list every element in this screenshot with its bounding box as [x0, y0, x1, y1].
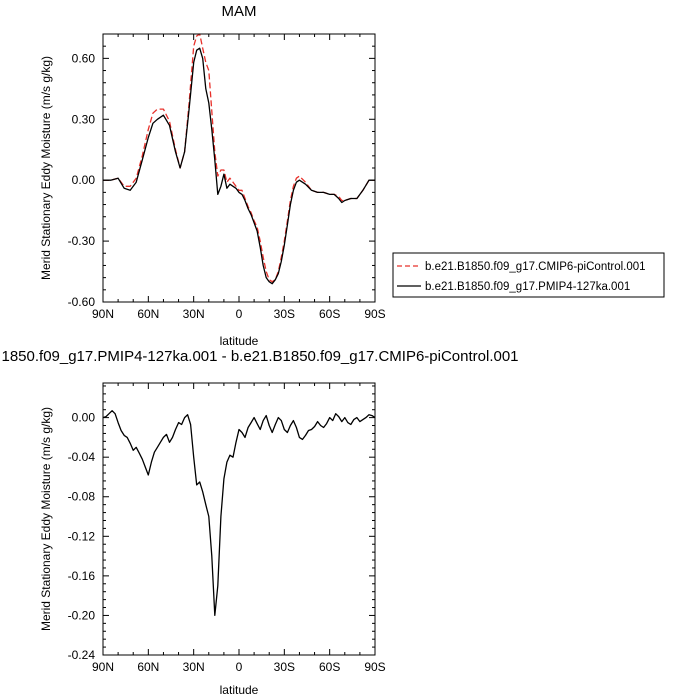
bottom-x-tick-label: 90S [364, 660, 385, 674]
top-y-tick-label: 0.30 [72, 112, 96, 126]
bottom-x-tick-label: 30S [274, 660, 295, 674]
bottom-axes: 90N 60N 30N 0 30S 60S 90S 0.00 -0.04 -0.08 -0.12 -0… [68, 383, 386, 674]
top-series-line-pmip4 [103, 47, 375, 285]
bottom-series-line-difference [102, 410, 376, 617]
bottom-x-axis-label: latitude [220, 683, 259, 697]
legend-label-picontrol: b.e21.B1850.f09_g17.CMIP6-piControl.001 [425, 261, 646, 273]
top-axes: 90N 60N 30N 0 30S 60S 90S 0.60 0.30 0.00 -0.30 -0.6… [68, 33, 386, 321]
bottom-chart: 1850.f09_g17.PMIP4-127ka.001 - b.e21.B18… [1, 348, 518, 697]
bottom-y-axis-label: Merid Stationary Eddy Moisture (m/s g/kg… [39, 407, 53, 631]
top-x-tick-label: 0 [236, 307, 243, 321]
top-y-tick-label: 0.00 [72, 173, 96, 187]
top-plot-frame [102, 33, 376, 303]
bottom-y-tick-label: -0.24 [68, 648, 96, 662]
bottom-chart-title: 1850.f09_g17.PMIP4-127ka.001 - b.e21.B18… [1, 348, 518, 365]
bottom-series-group [102, 410, 376, 617]
top-y-tick-label: 0.60 [72, 51, 96, 65]
legend-box [392, 252, 665, 298]
top-x-tick-label: 30S [274, 307, 295, 321]
top-x-tick-label: 60S [319, 307, 340, 321]
top-x-tick-label: 90S [364, 307, 385, 321]
bottom-y-tick-label: -0.04 [68, 450, 96, 464]
top-x-tick-label: 30N [183, 307, 205, 321]
bottom-x-tick-label: 0 [236, 660, 243, 674]
bottom-x-tick-label: 30N [183, 660, 205, 674]
top-chart-title: MAM [222, 3, 257, 20]
bottom-plot-frame [102, 382, 376, 656]
top-series-line-picontrol [103, 33, 375, 283]
top-x-axis-label: latitude [220, 334, 259, 348]
top-x-tick-label: 60N [137, 307, 159, 321]
legend: b.e21.B1850.f09_g17.CMIP6-piControl.001 … [392, 252, 665, 298]
top-y-tick-label: -0.30 [68, 234, 96, 248]
legend-label-pmip4: b.e21.B1850.f09_g17.PMIP4-127ka.001 [425, 281, 630, 293]
bottom-y-tick-label: -0.12 [68, 529, 96, 543]
top-x-tick-label: 90N [92, 307, 114, 321]
bottom-x-tick-label: 60N [137, 660, 159, 674]
bottom-y-tick-label: 0.00 [72, 411, 96, 425]
bottom-x-tick-label: 90N [92, 660, 114, 674]
bottom-y-tick-label: -0.20 [68, 608, 96, 622]
top-y-tick-label: -0.60 [68, 295, 96, 309]
top-y-axis-label: Merid Stationary Eddy Moisture (m/s g/kg… [39, 56, 53, 280]
bottom-y-tick-label: -0.16 [68, 569, 96, 583]
bottom-y-tick-label: -0.08 [68, 490, 96, 504]
top-chart: MAM 90N 60N 30N 0 30S 60S 90S 0.60 0.30 0.00 -0.30… [39, 3, 386, 348]
bottom-x-tick-label: 60S [319, 660, 340, 674]
top-series-group [103, 33, 375, 285]
